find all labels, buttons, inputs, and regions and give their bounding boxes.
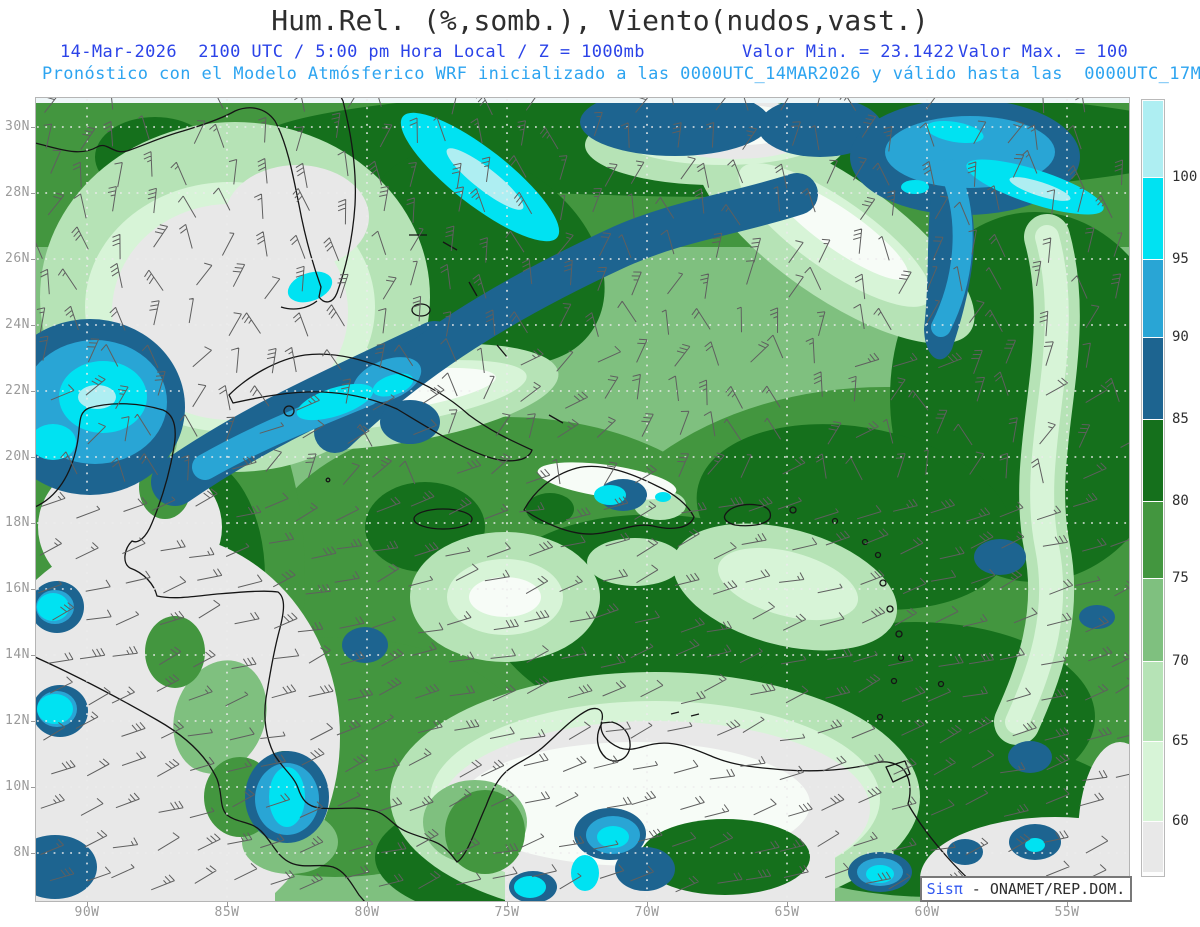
lat-axis-label: 26N bbox=[5, 251, 30, 266]
colorbar-level-label: 95 bbox=[1172, 251, 1189, 267]
valid-time-line: 14-Mar-2026 2100 UTC / 5:00 pm Hora Loca… bbox=[0, 42, 1200, 62]
colorbar-segment bbox=[1143, 420, 1163, 501]
lat-tick bbox=[31, 457, 35, 458]
lat-tick bbox=[31, 391, 35, 392]
humidity-shading bbox=[35, 97, 1130, 902]
colorbar-segment bbox=[1143, 742, 1163, 821]
lat-axis-label: 8N bbox=[13, 845, 30, 860]
lat-axis-label: 16N bbox=[5, 581, 30, 596]
lat-axis-label: 28N bbox=[5, 185, 30, 200]
lat-axis-label: 14N bbox=[5, 647, 30, 662]
lon-axis-label: 75W bbox=[494, 905, 520, 920]
attribution-text: - ONAMET/REP.DOM. bbox=[962, 880, 1126, 898]
lon-axis-label: 85W bbox=[214, 905, 240, 920]
lon-axis-label: 65W bbox=[774, 905, 800, 920]
humidity-wind-map: Sisπ - ONAMET/REP.DOM. bbox=[35, 97, 1132, 902]
lat-tick bbox=[31, 325, 35, 326]
forecast-description: Pronóstico con el Modelo Atmósferico WRF… bbox=[42, 64, 1200, 84]
colorbar-segment bbox=[1143, 502, 1163, 578]
lat-tick bbox=[31, 193, 35, 194]
colorbar-segment bbox=[1143, 338, 1163, 419]
colorbar-level-label: 80 bbox=[1172, 493, 1189, 509]
colorbar-level-label: 90 bbox=[1172, 329, 1189, 345]
lon-tick bbox=[647, 902, 648, 906]
colorbar-level-label: 85 bbox=[1172, 411, 1189, 427]
map-frame bbox=[35, 97, 1130, 902]
lat-axis-label: 10N bbox=[5, 779, 30, 794]
lon-tick bbox=[87, 902, 88, 906]
colorbar-level-label: 100 bbox=[1172, 169, 1198, 185]
lon-tick bbox=[927, 902, 928, 906]
lon-axis-label: 90W bbox=[74, 905, 100, 920]
sispi-brand: Sisπ bbox=[926, 880, 963, 898]
lon-tick bbox=[227, 902, 228, 906]
lon-tick bbox=[367, 902, 368, 906]
colorbar-segment bbox=[1143, 579, 1163, 661]
lon-axis-label: 55W bbox=[1054, 905, 1080, 920]
lat-axis-label: 12N bbox=[5, 713, 30, 728]
colorbar-segment bbox=[1143, 178, 1163, 259]
lon-axis-label: 70W bbox=[634, 905, 660, 920]
lat-tick bbox=[31, 655, 35, 656]
valor-max-label: Valor Max. = 100 bbox=[958, 42, 1129, 62]
lon-axis-label: 80W bbox=[354, 905, 380, 920]
lat-axis-label: 20N bbox=[5, 449, 30, 464]
wind-barbs bbox=[35, 97, 1130, 893]
attribution-badge: Sisπ - ONAMET/REP.DOM. bbox=[920, 876, 1132, 902]
lat-tick bbox=[31, 721, 35, 722]
colorbar-level-label: 60 bbox=[1172, 813, 1189, 829]
colorbar-segment bbox=[1143, 822, 1163, 872]
lon-tick bbox=[787, 902, 788, 906]
map-canvas bbox=[35, 97, 1130, 902]
lat-tick bbox=[31, 127, 35, 128]
lon-axis-label: 60W bbox=[914, 905, 940, 920]
colorbar-level-label: 70 bbox=[1172, 653, 1189, 669]
lat-axis-label: 18N bbox=[5, 515, 30, 530]
colorbar-segment bbox=[1143, 662, 1163, 741]
valor-min-label: Valor Min. = 23.1422 bbox=[742, 42, 955, 62]
lat-tick bbox=[31, 787, 35, 788]
valid-time-label: 14-Mar-2026 2100 UTC / 5:00 pm Hora Loca… bbox=[60, 42, 645, 62]
colorbar-level-label: 65 bbox=[1172, 733, 1189, 749]
colorbar-level-label: 75 bbox=[1172, 570, 1189, 586]
lon-tick bbox=[507, 902, 508, 906]
lat-tick bbox=[31, 589, 35, 590]
colorbar-segment bbox=[1143, 101, 1163, 177]
lat-axis-label: 24N bbox=[5, 317, 30, 332]
colorbar-segment bbox=[1143, 260, 1163, 337]
lat-tick bbox=[31, 853, 35, 854]
map-title: Hum.Rel. (%,somb.), Viento(nudos,vast.) bbox=[271, 4, 929, 37]
humidity-colorbar bbox=[1141, 99, 1165, 877]
lat-axis-label: 30N bbox=[5, 119, 30, 134]
lat-tick bbox=[31, 523, 35, 524]
lat-tick bbox=[31, 259, 35, 260]
lat-axis-label: 22N bbox=[5, 383, 30, 398]
lon-tick bbox=[1067, 902, 1068, 906]
